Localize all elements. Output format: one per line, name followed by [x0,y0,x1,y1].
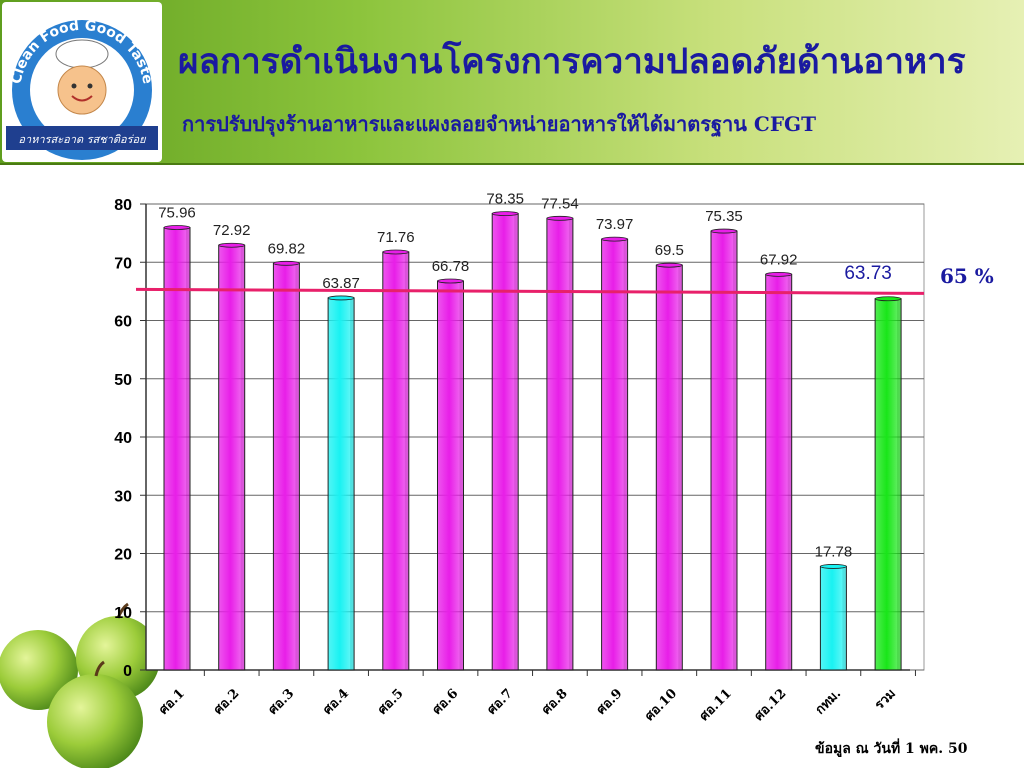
bar-cap [272,260,300,266]
bar-cap [765,271,793,277]
y-tick-label: 80 [114,197,132,214]
bar-cap [491,211,519,217]
bar-cap [655,262,683,268]
bar-cap [820,564,847,569]
data-label: 71.76 [377,229,415,246]
y-tick-label: 0 [123,663,132,680]
bar-cap [437,278,464,284]
data-label: 75.96 [158,205,196,222]
x-tick-label: รวม [872,686,899,713]
bar-cap [163,225,191,230]
bar-2 [218,244,246,671]
data-label: 77.54 [541,195,579,212]
bar-chart: 0 10 20 30 40 50 60 70 80 ศอ.1 75.96 ศอ.2 72.92 ศอ.3 6… [114,191,925,724]
data-label: 63.87 [322,275,360,292]
y-tick-label: 20 [114,547,132,564]
bar-6 [437,280,464,671]
header-band [0,0,1024,163]
x-tick-label: กทม. [813,686,844,717]
bar-cap [874,296,902,302]
bar-9 [601,238,629,671]
y-tick-label: 60 [114,314,132,331]
data-label: 73.97 [596,216,634,233]
x-tick-label: ศอ.10 [642,686,680,724]
logo-text-bottom: อาหารสะอาด รสชาติอร่อย [18,133,147,146]
x-tick-label: ศอ.3 [266,686,298,718]
data-label: 72.92 [213,222,251,239]
x-tick-label: ศอ.4 [320,686,352,718]
header-divider [0,163,1024,165]
bar-cap [710,228,738,234]
y-tick-label: 10 [114,605,132,622]
bar-8 [546,217,574,671]
x-tick-label: ศอ.2 [211,686,243,718]
data-label: 69.82 [268,240,306,257]
bar-11 [710,230,738,671]
target-line-label: 65 % [940,264,994,288]
x-tick-label: ศอ.7 [484,686,516,718]
bar-13 [819,565,847,671]
target-line [135,287,925,295]
bar-cap [218,242,246,248]
slide-title: ผลการดำเนินงานโครงการความปลอดภัยด้านอาหา… [178,41,966,82]
bar-7 [491,213,519,671]
y-tick-label: 40 [114,430,132,447]
green-apples-image [0,602,160,768]
bar-5 [382,251,410,671]
data-label: 66.78 [432,258,470,275]
data-label: 67.92 [760,251,798,268]
bar-cap [382,249,410,255]
data-label: 69.5 [655,242,684,259]
x-tick-label: ศอ.9 [594,686,626,718]
y-tick-label: 70 [114,255,132,272]
bar-cap [601,236,628,242]
data-label: 17.78 [815,543,853,560]
data-label: 75.35 [705,208,743,225]
y-tick-label: 50 [114,372,132,389]
data-source-note: ข้อมูล ณ วันที่ 1 พค. 50 [815,741,968,757]
bar-cap [327,295,355,301]
x-tick-label: ศอ.8 [539,686,571,718]
x-tick-label: ศอ.11 [697,686,735,724]
x-tick-label: ศอ.5 [375,686,407,718]
data-label: 63.73 [844,263,892,284]
bar-1 [163,227,191,671]
bar-12 [765,273,793,671]
bar-10 [655,264,683,671]
clean-food-good-taste-logo: Clean Food Good Taste อาหารสะอาด รสชาติอ… [2,2,162,162]
x-tick-label: ศอ.12 [752,686,790,724]
bar-cap [546,215,574,221]
x-tick-label: ศอ.6 [430,686,462,718]
data-label: 78.35 [486,191,524,208]
bar-3 [272,262,300,671]
bar-14 [874,298,902,671]
bar-4 [327,297,355,671]
slide-subtitle: การปรับปรุงร้านอาหารและแผงลอยจำหน่ายอาหา… [182,112,816,136]
y-tick-label: 30 [114,488,132,505]
x-tick-label: ศอ.1 [156,686,188,718]
